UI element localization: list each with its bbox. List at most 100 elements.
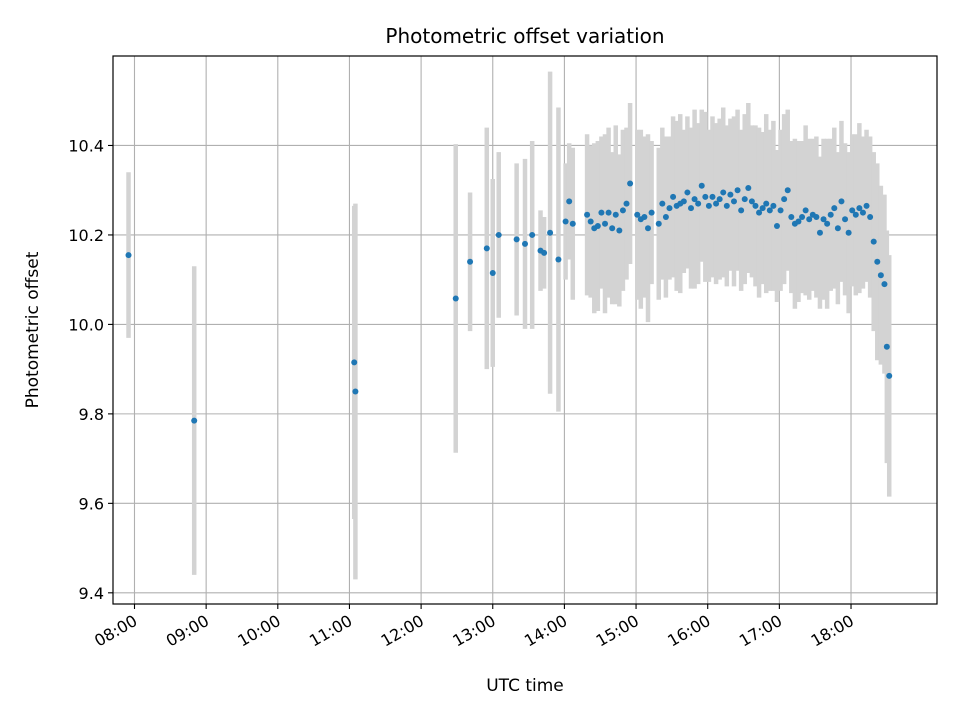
data-point [727,191,734,198]
data-point [483,245,490,252]
data-point [813,214,820,221]
data-point [569,220,576,227]
data-point [827,211,834,218]
data-point [859,209,866,216]
data-point [648,209,655,216]
data-point [713,200,720,207]
data-point [562,218,569,225]
data-point [691,196,698,203]
y-tick-label: 10.0 [68,315,104,334]
data-point [777,207,784,214]
data-point [716,196,723,203]
data-point [662,214,669,221]
data-point [863,202,870,209]
data-point [709,193,716,200]
data-point [619,207,626,214]
data-point [816,229,823,236]
data-point [766,207,773,214]
data-point [784,187,791,194]
data-point [634,211,641,218]
y-axis-ticks: 9.4 9.6 9.8 10.0 10.2 10.4 [68,136,113,603]
data-point [842,216,849,223]
data-point [795,218,802,225]
data-point [594,222,601,229]
data-point [555,256,562,263]
data-point [702,193,709,200]
data-point [351,359,358,366]
data-point [641,214,648,221]
data-point [730,198,737,205]
data-point [881,281,888,288]
data-point [820,216,827,223]
data-point [680,198,687,205]
data-point [756,209,763,216]
data-point [877,272,884,279]
data-point [741,196,748,203]
data-point [723,202,730,209]
data-point [616,227,623,234]
y-tick-label: 9.4 [79,584,104,603]
data-point [467,258,474,265]
data-point [566,198,573,205]
data-point [584,211,591,218]
data-point [513,236,520,243]
data-point [886,372,893,379]
data-point [802,207,809,214]
y-tick-label: 9.6 [79,494,104,513]
data-point [698,182,705,189]
data-point [191,417,198,424]
y-tick-label: 9.8 [79,405,104,424]
data-point [845,229,852,236]
data-point [666,205,673,212]
data-point [612,211,619,218]
y-tick-label: 10.4 [68,136,104,155]
data-point [687,205,694,212]
data-point [870,238,877,245]
data-point [547,229,554,236]
data-point [522,240,528,247]
data-point [598,209,605,216]
data-point [684,189,691,196]
data-point [489,269,496,276]
data-point [799,214,806,221]
data-point [788,214,795,221]
chart-title: Photometric offset variation [385,24,664,48]
data-point [602,220,609,227]
data-point [659,200,666,207]
data-point [623,200,630,207]
data-point [705,202,712,209]
data-point [763,200,770,207]
data-point [734,187,741,194]
y-axis-label: Photometric offset [23,251,43,408]
data-point [824,220,831,227]
data-point [874,258,881,265]
data-point [587,218,594,225]
data-point [838,198,845,205]
data-point [883,343,890,350]
data-point [695,200,702,207]
data-point [856,205,863,212]
data-point [541,249,548,256]
data-point [781,196,788,203]
x-axis-label: UTC time [486,676,564,696]
data-point [748,198,755,205]
y-tick-label: 10.2 [68,226,104,245]
data-points [125,180,893,424]
data-point [125,252,132,259]
data-point [452,295,459,302]
data-point [655,220,662,227]
data-point [352,388,359,395]
data-point [834,225,841,232]
data-point [627,180,634,187]
data-point [773,222,780,229]
plot-frame [112,55,938,605]
data-point [605,209,612,216]
data-point [720,189,727,196]
data-point [852,211,859,218]
data-point [529,231,536,238]
data-point [831,205,838,212]
data-point [867,214,874,221]
data-point [745,184,752,191]
